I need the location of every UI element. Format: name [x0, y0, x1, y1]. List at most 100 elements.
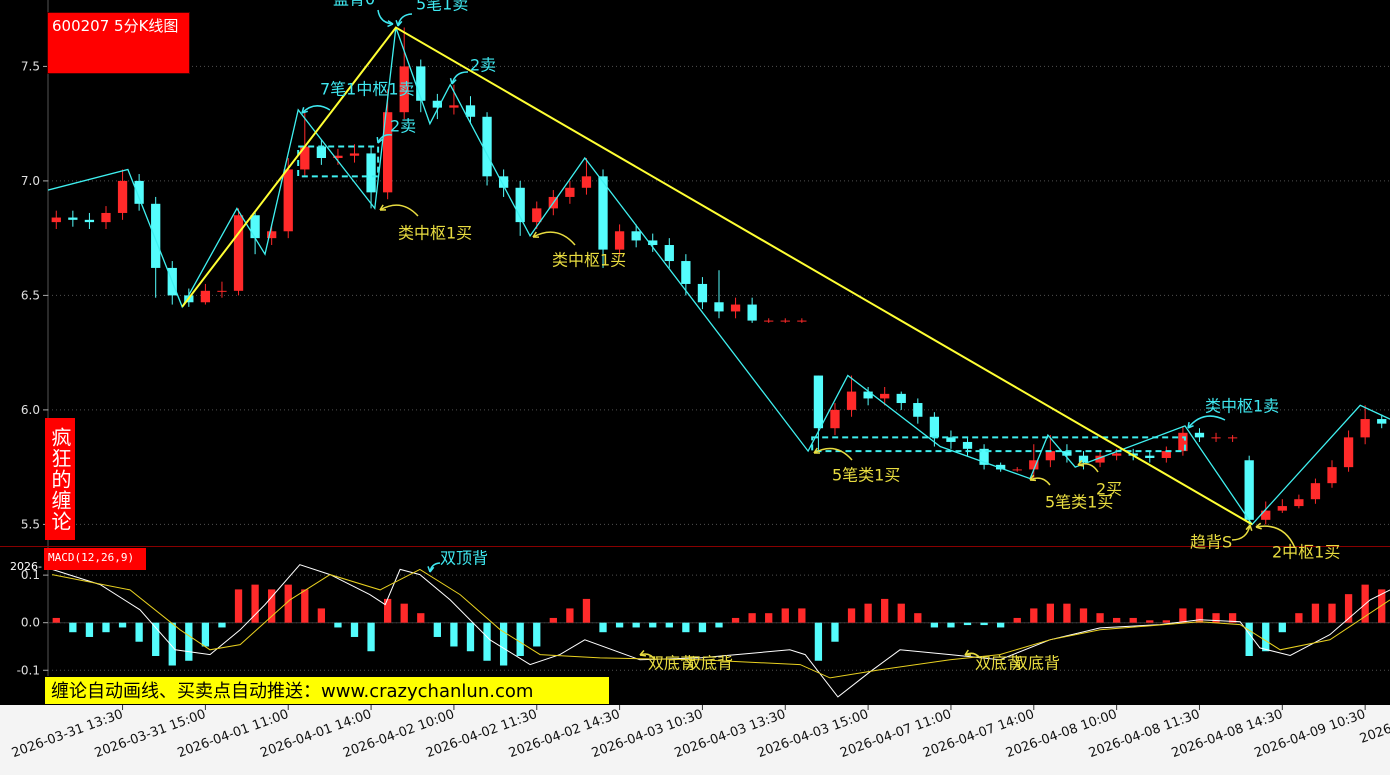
macd-bar: [1228, 613, 1237, 623]
macd-bar: [1129, 617, 1137, 623]
candle-body: [1078, 455, 1089, 463]
macd-bar: [1179, 608, 1187, 623]
macd-bar: [847, 608, 856, 623]
candle-body: [1310, 483, 1321, 500]
candle-body: [349, 153, 360, 156]
candle-body: [416, 66, 426, 101]
macd-bar: [85, 622, 94, 637]
y-tick-label: 7.5: [21, 59, 40, 73]
candle-body: [283, 169, 293, 232]
annotation: 7笔1中枢1卖: [320, 80, 415, 99]
y-tick-label: 6.0: [21, 403, 40, 417]
banner: 缠论自动画线、买卖点自动推送：www.crazychanlun.com: [44, 676, 610, 705]
macd-bar: [350, 622, 359, 637]
macd-bar: [582, 598, 591, 623]
y-tick-label: 7.0: [21, 174, 40, 188]
arrow-head: [1255, 522, 1262, 530]
macd-bar: [665, 622, 673, 628]
macd-line: [52, 568, 1390, 679]
annotation-arrow: [1077, 463, 1099, 473]
annotation-arrow: [301, 105, 331, 114]
arrow-head: [301, 107, 308, 114]
macd-line: [51, 564, 1390, 698]
annotation: 5笔类1买: [832, 466, 900, 485]
macd-bar: [980, 622, 988, 626]
macd-label: MACD(12,26,9): [44, 548, 146, 570]
stroke-line: [48, 27, 1390, 526]
candle-body: [1244, 460, 1254, 520]
macd-bar: [1146, 620, 1154, 623]
arrow-head: [964, 649, 972, 656]
annotation-arrow: [1029, 477, 1051, 486]
macd-bar: [499, 622, 508, 666]
macd-bar: [234, 589, 243, 623]
pivot-zone: [297, 145, 380, 178]
macd-bar: [1311, 603, 1320, 623]
macd-bar: [69, 622, 77, 633]
candle-body: [515, 187, 525, 223]
candle-body: [1012, 469, 1022, 471]
candle-body: [830, 409, 840, 429]
panel: [48, 564, 1390, 698]
candle-body: [896, 393, 906, 404]
macd-bar: [466, 622, 475, 652]
annotation-arrow: [532, 231, 576, 246]
candle-body: [1327, 467, 1337, 484]
candle-body: [1062, 451, 1072, 456]
candle-body: [449, 105, 459, 108]
arrow-head: [1245, 524, 1253, 531]
candle-body: [1111, 453, 1122, 456]
background: [0, 0, 1390, 705]
macd-bar: [1079, 608, 1088, 623]
macd-bar: [831, 622, 839, 642]
macd-bar: [367, 622, 375, 652]
candle-body: [366, 153, 376, 193]
macd-bar: [1112, 617, 1121, 623]
macd-bar: [698, 622, 707, 633]
candle-body: [846, 391, 857, 410]
macd-bar: [1030, 608, 1038, 623]
candle-body: [532, 208, 542, 223]
candle-body: [465, 105, 476, 117]
macd-bar: [1212, 613, 1220, 623]
candle-body: [84, 219, 95, 223]
candle-body: [581, 176, 592, 188]
macd-bar: [1162, 620, 1170, 623]
candle-body: [648, 240, 658, 246]
arrow-head: [532, 231, 540, 238]
macd-bar: [765, 613, 773, 623]
macd-bar: [433, 622, 441, 637]
macd-bar: [52, 617, 60, 623]
macd-bar: [516, 622, 524, 656]
candle-body: [1145, 455, 1155, 458]
annotation-arrow: [1231, 524, 1251, 541]
macd-bar: [1344, 594, 1353, 623]
annotation-arrow: [451, 71, 469, 85]
candle-body: [1343, 437, 1354, 468]
macd-bar: [798, 608, 806, 623]
macd-bar: [168, 622, 176, 666]
macd-bar: [731, 617, 740, 623]
candle-body: [962, 441, 973, 449]
annotation-arrow: [813, 447, 853, 461]
macd-bar: [963, 622, 972, 626]
macd-bar: [417, 613, 425, 623]
arrow-head: [1187, 421, 1194, 429]
candle-body: [151, 203, 161, 268]
candle-body: [1211, 437, 1221, 439]
annotation-arrow: [1255, 525, 1296, 549]
macd-bar: [748, 613, 756, 623]
macd-bar: [533, 622, 541, 647]
candle-body: [250, 215, 260, 239]
candle-body: [697, 283, 708, 303]
macd-bar: [715, 622, 723, 628]
candle-body: [200, 290, 211, 303]
macd-bar: [1063, 603, 1071, 623]
macd-bar: [930, 622, 939, 628]
candle-body: [880, 393, 890, 399]
annotation: 2中枢1买: [1272, 543, 1340, 562]
macd-bar: [483, 622, 491, 661]
macd-bar: [599, 622, 607, 633]
macd-bar: [102, 622, 110, 633]
